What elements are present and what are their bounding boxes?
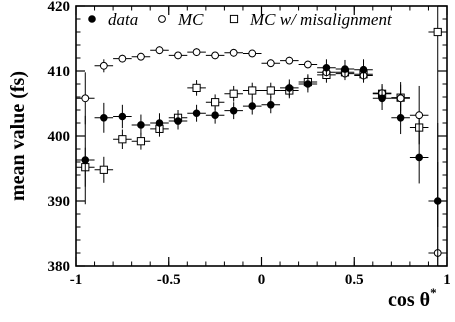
x-tick-label: 0.5	[345, 272, 364, 288]
data-point	[192, 83, 201, 93]
data-point	[266, 86, 275, 95]
x-tick-label: -0.5	[157, 272, 181, 288]
y-tick-label: 410	[48, 64, 71, 80]
data-point	[155, 46, 164, 55]
data-point	[81, 156, 90, 164]
y-tick-label: 420	[48, 0, 71, 15]
legend-label: MC w/ misalignment	[249, 10, 393, 29]
y-tick-label: 400	[48, 129, 71, 145]
data-point	[303, 60, 312, 69]
x-axis-label: cos θ*	[388, 285, 437, 311]
data-point	[192, 48, 201, 57]
data-point	[137, 121, 145, 129]
y-tick-label: 390	[48, 194, 71, 210]
data-point	[174, 51, 182, 60]
data-point	[174, 117, 182, 125]
data-point	[100, 114, 108, 122]
legend-marker	[88, 15, 96, 23]
data-point	[285, 84, 294, 92]
data-point	[192, 109, 201, 118]
data-point	[137, 52, 145, 61]
data-point	[155, 119, 164, 127]
data-point	[118, 54, 127, 63]
series-mc	[76, 46, 447, 266]
data-point	[211, 51, 220, 60]
data-point	[248, 49, 257, 58]
data-point	[81, 94, 90, 103]
data-point	[396, 114, 405, 122]
legend-label: MC	[177, 10, 204, 29]
legend-marker	[158, 15, 166, 23]
y-axis-label: mean value (fs)	[7, 71, 29, 201]
data-point	[285, 56, 294, 65]
data-point	[118, 135, 127, 144]
data-point	[99, 165, 108, 174]
x-axis-label-main: cos θ	[388, 289, 430, 311]
data-point	[322, 63, 331, 72]
data-point	[359, 65, 368, 74]
data-point	[136, 137, 146, 146]
data-point	[211, 111, 219, 119]
legend: data MC MC w/ misalignment	[88, 10, 393, 29]
series-data	[76, 59, 447, 266]
data-point	[118, 112, 127, 121]
data-point	[248, 102, 257, 110]
data-point	[229, 48, 238, 57]
data-point	[266, 59, 275, 68]
legend-label: data	[108, 10, 138, 29]
x-tick-label: -1	[70, 272, 83, 288]
plot-frame	[75, 5, 448, 267]
data-point	[229, 106, 238, 115]
data-point	[378, 94, 386, 103]
data-point	[304, 80, 312, 88]
data-point	[99, 61, 108, 70]
axis-ticks: -1 -0.5 0 0.5 1 380 390 400 410 420	[48, 0, 451, 288]
data-point	[211, 98, 220, 107]
data-point	[229, 89, 238, 98]
data-point	[248, 86, 257, 95]
data-point	[266, 101, 275, 109]
x-axis-label-superscript: *	[430, 285, 437, 300]
data-point	[433, 27, 442, 37]
data-point	[415, 153, 423, 162]
x-tick-label: 0	[258, 272, 266, 288]
plot-area	[76, 6, 447, 266]
data-point	[415, 111, 424, 120]
y-tick-label: 380	[48, 259, 71, 275]
legend-marker	[229, 14, 239, 24]
data-point	[396, 94, 405, 103]
data-point	[341, 65, 349, 73]
x-tick-label: 1	[443, 272, 451, 288]
